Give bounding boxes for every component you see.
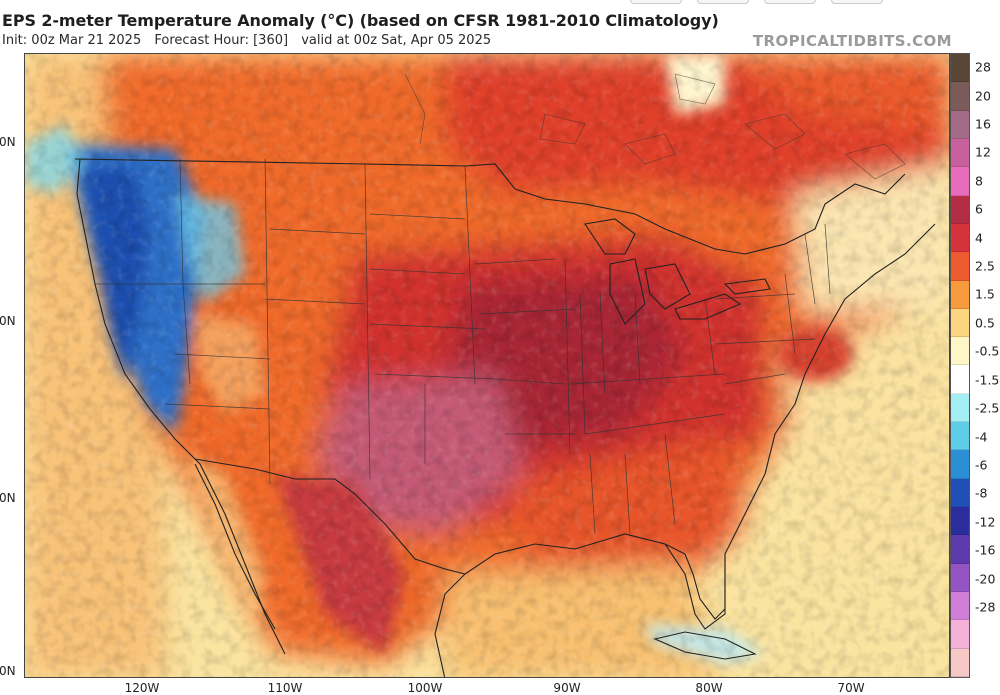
colorbar-tick-label: -12 [975, 514, 996, 530]
colorbar-swatch [951, 422, 969, 451]
anomaly-map [24, 53, 950, 678]
colorbar-swatch [951, 280, 969, 309]
lon-label-120w: 120W [124, 681, 160, 695]
nav-button-edge[interactable] [630, 0, 682, 4]
lat-label-30n: 0N [0, 491, 16, 505]
colorbar-swatch [951, 337, 969, 366]
colorbar-swatch [951, 507, 969, 536]
colorbar-swatch [951, 478, 969, 507]
lon-label-110w: 110W [267, 681, 303, 695]
colorbar-tick-label: 0.5 [975, 315, 995, 331]
colorbar-tick-label: 4 [975, 230, 983, 246]
map-subtitle: Init: 00z Mar 21 2025 Forecast Hour: [36… [2, 33, 500, 48]
colorbar-tick-label: -20 [975, 571, 996, 587]
state-boundaries [95, 158, 831, 535]
colorbar-tick-label: -2.5 [975, 400, 1000, 416]
colorbar-tick-label: 6 [975, 201, 983, 217]
colorbar-tick-label: 2.5 [975, 258, 995, 274]
colorbar-tick-label: 8 [975, 173, 983, 189]
colorbar-swatch [951, 223, 969, 253]
valid-time: valid at 00z Sat, Apr 05 2025 [301, 33, 492, 48]
colorbar-swatch [951, 393, 969, 423]
nav-button-edge[interactable] [697, 0, 749, 4]
anomaly-map-svg [25, 54, 949, 677]
west-coast [76, 158, 286, 655]
colorbar-tick-label: -0.5 [975, 343, 1000, 359]
colorbar-tick-label: 16 [975, 116, 991, 132]
colorbar-tick-label: -28 [975, 599, 996, 615]
forecast-hour: Forecast Hour: [360] [154, 33, 289, 48]
colorbar-swatch [951, 648, 969, 677]
colorbar-swatch [951, 138, 969, 168]
lon-label-70w: 70W [837, 681, 865, 695]
lat-label-45n: 0N [0, 135, 16, 149]
colorbar-swatch [951, 535, 969, 564]
lon-label-100w: 100W [407, 681, 443, 695]
colorbar-tick-label: 1.5 [975, 286, 995, 302]
colorbar-swatch [951, 365, 969, 394]
nav-button-edge[interactable] [831, 0, 883, 4]
colorbar-swatch [951, 110, 969, 139]
colorbar-legend [950, 53, 970, 678]
nav-button-edge[interactable] [764, 0, 816, 4]
lat-label-25n: 0N [0, 664, 16, 678]
colorbar-swatch [951, 308, 969, 338]
site-watermark[interactable]: TROPICALTIDBITS.COM [752, 32, 952, 50]
colorbar-tick-label: -1.5 [975, 372, 1000, 388]
lat-label-40n: 0N [0, 314, 16, 328]
colorbar-tick-label: 28 [975, 59, 991, 75]
lon-label-90w: 90W [553, 681, 581, 695]
colorbar-swatch [951, 252, 969, 281]
init-time: Init: 00z Mar 21 2025 [2, 33, 142, 48]
colorbar-swatch [951, 82, 969, 111]
colorbar-swatch [951, 195, 969, 224]
us-canada-border [74, 158, 906, 255]
map-title: EPS 2-meter Temperature Anomaly (°C) (ba… [2, 11, 719, 30]
colorbar-tick-label: -4 [975, 429, 988, 445]
colorbar-swatch [951, 167, 969, 196]
northern-features [404, 73, 906, 180]
colorbar-ticks: 28 20 16 12 8 6 4 2.5 1.5 0.5 -0.5 -1.5 -2.5 -4 -6 -8 -1… [972, 53, 1000, 678]
colorbar-swatch [951, 620, 969, 649]
colorbar-tick-label: -16 [975, 542, 996, 558]
colorbar-tick-label: 12 [975, 144, 991, 160]
map-boundaries [74, 158, 936, 677]
colorbar-swatch [951, 450, 969, 479]
colorbar-tick-label: -8 [975, 485, 988, 501]
colorbar-tick-label: -6 [975, 457, 988, 473]
lon-label-80w: 80W [695, 681, 723, 695]
colorbar-swatch [951, 563, 969, 592]
colorbar-swatch [951, 591, 969, 621]
colorbar-swatch [951, 54, 969, 83]
colorbar-tick-label: 20 [975, 88, 991, 104]
